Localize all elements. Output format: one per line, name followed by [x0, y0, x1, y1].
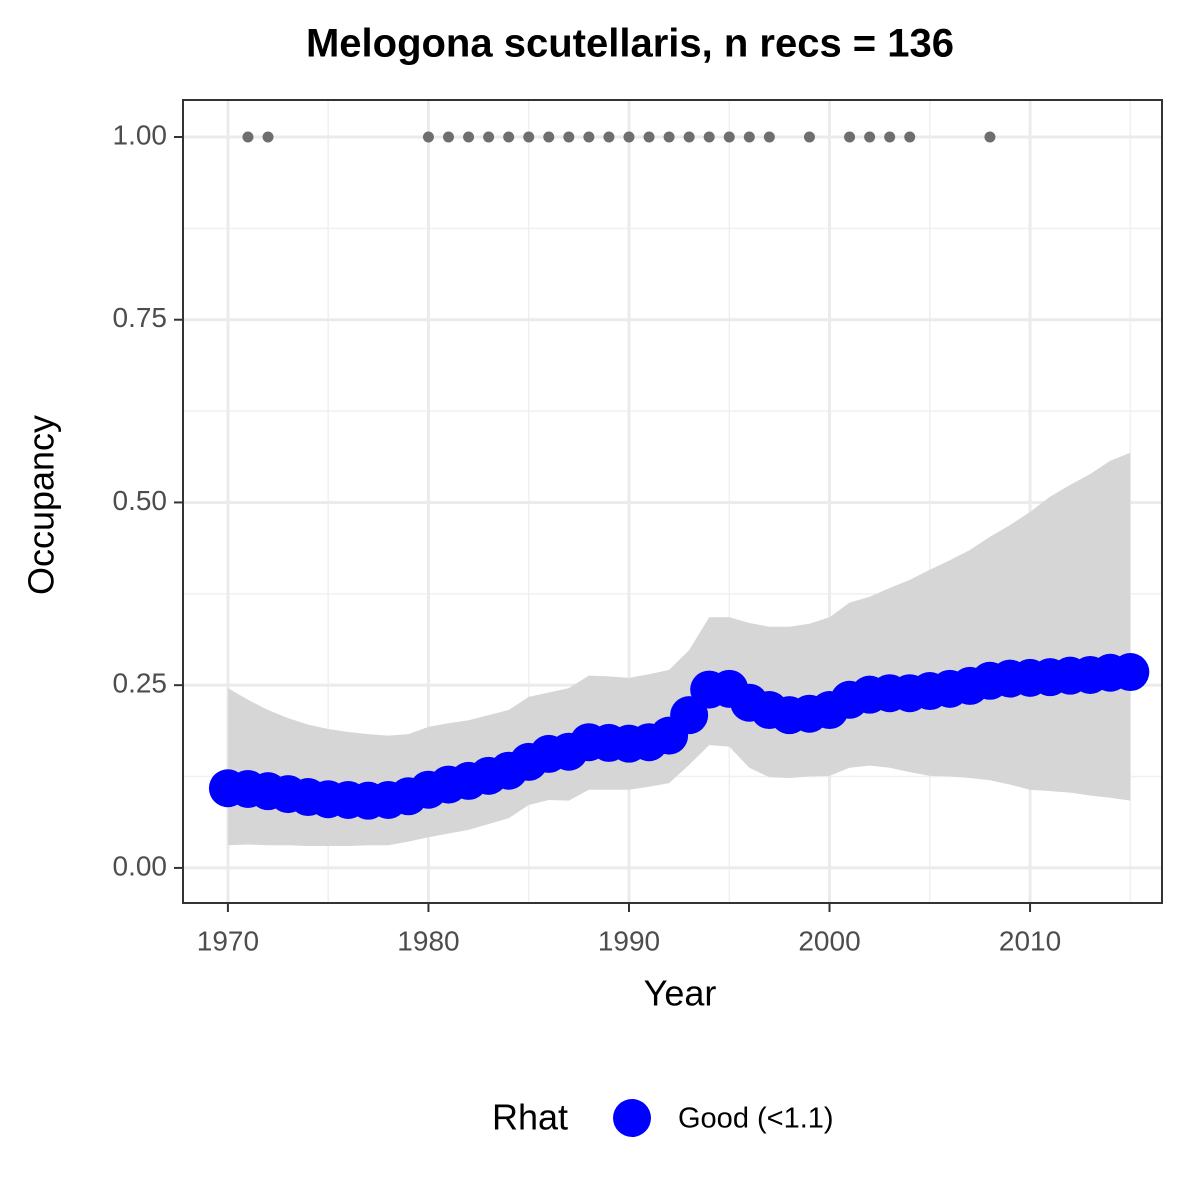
y-tick-label: 0.50 [113, 485, 168, 516]
record-point [463, 131, 475, 143]
record-point [844, 131, 856, 143]
y-tick-label: 1.00 [113, 119, 168, 150]
confidence-band [227, 452, 1131, 846]
data-point [670, 696, 709, 735]
x-tick-label: 2010 [999, 925, 1061, 956]
record-point [242, 131, 254, 143]
record-point [884, 131, 896, 143]
x-tick-label: 1980 [397, 925, 459, 956]
record-point [743, 131, 755, 143]
legend-title: Rhat [492, 1097, 568, 1138]
x-axis-label: Year [644, 973, 717, 1014]
record-point [703, 131, 715, 143]
x-tick-label: 1990 [598, 925, 660, 956]
record-point [643, 131, 655, 143]
y-axis-label: Occupancy [21, 415, 62, 595]
record-point [583, 131, 595, 143]
data-point [1111, 653, 1150, 692]
record-point [984, 131, 996, 143]
record-point [483, 131, 495, 143]
legend-label: Good (<1.1) [678, 1103, 834, 1135]
record-point [422, 131, 434, 143]
y-tick-label: 0.25 [113, 668, 168, 699]
x-tick-label: 2000 [798, 925, 860, 956]
chart-title: Melogona scutellaris, n recs = 136 [306, 22, 954, 66]
x-tick-label: 1970 [197, 925, 259, 956]
record-point [543, 131, 555, 143]
record-point [763, 131, 775, 143]
record-point [864, 131, 876, 143]
record-point [904, 131, 916, 143]
y-tick-label: 0.75 [113, 302, 168, 333]
record-point [503, 131, 515, 143]
record-point [623, 131, 635, 143]
record-point [603, 131, 615, 143]
y-tick-label: 0.00 [113, 850, 168, 881]
record-point [723, 131, 735, 143]
record-point [803, 131, 815, 143]
record-point [262, 131, 274, 143]
record-point [563, 131, 575, 143]
record-point [663, 131, 675, 143]
record-point [683, 131, 695, 143]
record-point [523, 131, 535, 143]
record-point [443, 131, 455, 143]
legend-marker [613, 1099, 651, 1137]
